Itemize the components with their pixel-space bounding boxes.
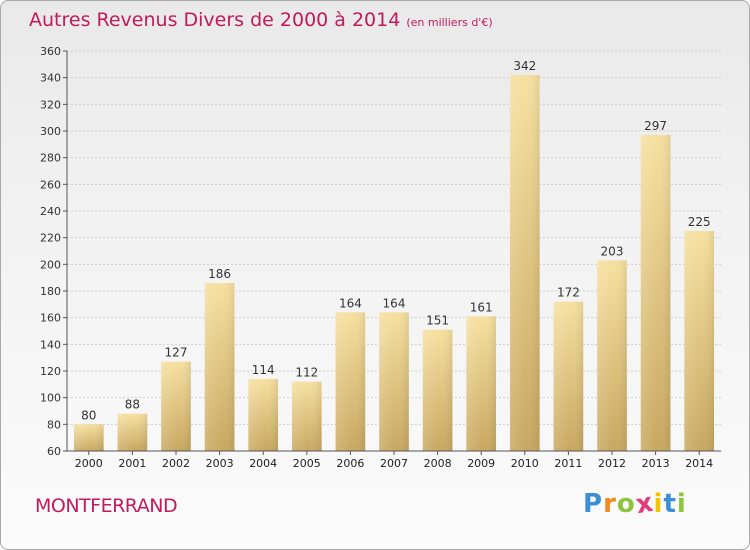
x-tick-label: 2005 — [293, 457, 321, 470]
logo-letter: i — [676, 489, 687, 519]
bar-shading — [161, 361, 191, 451]
y-tick-label: 140 — [40, 338, 61, 351]
x-tick-label: 2013 — [642, 457, 670, 470]
bar-value-label: 112 — [295, 366, 318, 380]
x-tick-label: 2006 — [336, 457, 364, 470]
y-tick-label: 260 — [40, 178, 61, 191]
y-tick-label: 240 — [40, 205, 61, 218]
bars: 80 88 127 186 114 112 164 164 151 161 342 172 203 297… — [73, 59, 715, 451]
x-tick-label: 2011 — [554, 457, 582, 470]
bar-value-label: 186 — [208, 267, 231, 281]
y-axis: 60 80 100 120 140 160 180 200 220 240 260 280 300 320… — [40, 45, 68, 458]
chart-subtitle: (en milliers d'€) — [406, 16, 493, 29]
bar-shading — [248, 379, 279, 451]
x-tick-label: 2012 — [598, 457, 626, 470]
bar-value-label: 342 — [513, 59, 536, 73]
x-tick-label: 2007 — [380, 457, 408, 470]
title-text: Autres Revenus Divers de 2000 à 2014 — [29, 9, 401, 31]
logo-letter: P — [583, 489, 604, 519]
x-tick-label: 2014 — [685, 457, 713, 470]
bar-value-label: 297 — [644, 119, 667, 133]
x-tick-label: 2000 — [75, 457, 103, 470]
bar-value-label: 164 — [383, 296, 406, 310]
bar-value-label: 151 — [426, 314, 449, 328]
bar-value-label: 114 — [252, 363, 275, 377]
bar-shading — [509, 75, 540, 451]
x-tick-label: 2004 — [249, 457, 277, 470]
y-tick-label: 220 — [40, 232, 61, 245]
x-tick-label: 2008 — [424, 457, 452, 470]
bar-value-label: 225 — [688, 215, 711, 229]
x-axis: 2000 2001 2002 2003 2004 2005 2006 2007 2008 2009… — [67, 450, 721, 470]
logo-letter: i — [653, 489, 664, 519]
x-tick-label: 2010 — [511, 457, 539, 470]
bar-shading — [335, 312, 366, 451]
y-tick-label: 80 — [47, 418, 61, 431]
bar-shading — [117, 413, 148, 451]
y-tick-label: 120 — [40, 365, 61, 378]
bar-value-label: 172 — [557, 286, 580, 300]
chart-title: Autres Revenus Divers de 2000 à 2014 (en … — [29, 9, 493, 31]
x-tick-label: 2003 — [206, 457, 234, 470]
y-tick-label: 160 — [40, 312, 61, 325]
x-tick-label: 2009 — [467, 457, 495, 470]
bar-shading — [466, 316, 497, 451]
bar-shading — [204, 283, 235, 451]
location-label: MONTFERRAND — [35, 495, 178, 517]
bar-shading — [640, 135, 671, 451]
bar-value-label: 203 — [601, 244, 624, 258]
y-tick-label: 100 — [40, 392, 61, 405]
bar-value-label: 88 — [125, 398, 140, 412]
proxiti-logo: Proxiti — [583, 488, 687, 521]
y-tick-label: 360 — [40, 45, 61, 58]
y-tick-label: 300 — [40, 125, 61, 138]
logo-letter: o — [616, 489, 636, 519]
x-tick-label: 2002 — [162, 457, 190, 470]
x-tick-label: 2001 — [118, 457, 146, 470]
bar-shading — [73, 424, 104, 451]
bar-shading — [379, 312, 409, 451]
y-tick-label: 280 — [40, 152, 61, 165]
y-tick-label: 60 — [47, 445, 61, 458]
bar-value-label: 127 — [165, 346, 188, 360]
logo-letter: r — [603, 489, 617, 519]
bar-value-label: 161 — [470, 300, 493, 314]
bar-shading — [422, 329, 453, 451]
bar-value-label: 80 — [81, 408, 96, 422]
logo-letter: t — [663, 489, 677, 519]
y-tick-label: 340 — [40, 72, 61, 85]
bar-shading — [597, 260, 627, 451]
y-tick-label: 180 — [40, 285, 61, 298]
y-tick-label: 320 — [40, 98, 61, 111]
bar-shading — [684, 231, 715, 451]
y-tick-label: 200 — [40, 258, 61, 271]
bar-value-label: 164 — [339, 296, 362, 310]
bar-shading — [291, 381, 322, 451]
bar-shading — [553, 301, 584, 451]
